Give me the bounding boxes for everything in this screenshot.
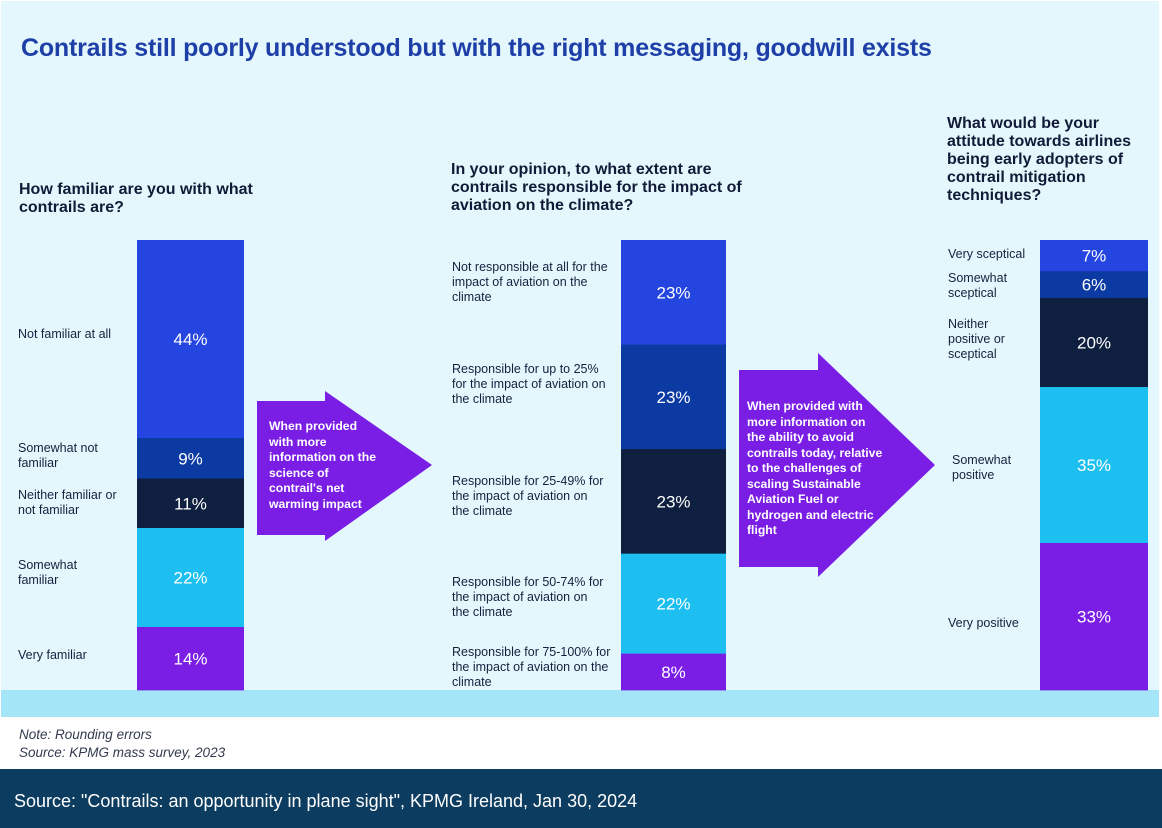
- chart3-data-label-2: 6%: [1082, 276, 1107, 295]
- chart3-segment-5: [1040, 542, 1148, 691]
- chart3-data-label-3: 20%: [1077, 333, 1111, 352]
- notes-area: [1, 717, 1159, 770]
- chart1-segment-1: [137, 240, 244, 439]
- chart1-data-label-3: 11%: [174, 494, 207, 513]
- chart1-label-not-familiar: Not familiar at all: [18, 327, 112, 341]
- chart1-label-very-familiar: Very familiar: [18, 648, 87, 662]
- chart1-segment-4: [137, 528, 244, 628]
- chart3-label-somewhat-positive: Somewhat positive: [952, 453, 1012, 482]
- chart3-label-very-positive: Very positive: [948, 616, 1019, 630]
- chart1-label-neither: Neither familiar or not familiar: [18, 488, 117, 517]
- chart3-segment-4: [1040, 387, 1148, 544]
- rounding-note: Note: Rounding errors: [19, 727, 152, 742]
- chart1-data-label-1: 44%: [173, 330, 207, 349]
- chart3-label-very-sceptical: Very sceptical: [948, 247, 1026, 261]
- chart3-segment-1: [1040, 240, 1148, 272]
- arrow-1-text: When provided with more information on t…: [269, 419, 376, 511]
- footer-source: Source: "Contrails: an opportunity in pl…: [14, 791, 638, 811]
- chart2-label-25-49: Responsible for 25-49% for the impact of…: [452, 474, 604, 518]
- page-title: Contrails still poorly understood but wi…: [21, 34, 932, 62]
- chart2-data-label-2: 23%: [656, 388, 690, 407]
- chart2-segment-3: [621, 449, 726, 555]
- chart3-data-label-1: 7%: [1082, 247, 1107, 266]
- chart1-segment-2: [137, 438, 244, 479]
- chart1-label-somewhat-not-familiar: Somewhat not familiar: [18, 441, 98, 470]
- chart1-question: How familiar are you with what contrails…: [19, 181, 253, 216]
- chart1-segment-5: [137, 627, 244, 691]
- chart2-question: In your opinion, to what extent are cont…: [451, 161, 742, 214]
- chart2-segment-1: [621, 240, 726, 345]
- survey-source-note: Source: KPMG mass survey, 2023: [19, 745, 226, 760]
- chart2-segment-2: [621, 344, 726, 450]
- chart2-segment-4: [621, 553, 726, 655]
- baseline-strip: [1, 690, 1159, 717]
- chart1-segment-3: [137, 478, 244, 529]
- chart3-data-label-4: 35%: [1077, 456, 1111, 475]
- chart1-data-label-4: 22%: [173, 569, 207, 588]
- chart2-segment-5: [621, 653, 726, 691]
- footer-bar: Source: "Contrails: an opportunity in pl…: [0, 769, 1162, 828]
- chart1-data-label-5: 14%: [173, 650, 207, 669]
- chart2-data-label-5: 8%: [661, 663, 686, 682]
- chart2-label-up-to-25: Responsible for up to 25% for the impact…: [452, 362, 606, 406]
- chart1-label-somewhat-familiar: Somewhat familiar: [18, 558, 78, 587]
- chart3-segment-2: [1040, 271, 1148, 299]
- chart1-data-label-2: 9%: [178, 449, 203, 468]
- chart2-label-50-74: Responsible for 50-74% for the impact of…: [452, 575, 604, 619]
- chart3-question: What would be your attitude towards airl…: [947, 115, 1132, 204]
- chart3-data-label-5: 33%: [1077, 607, 1111, 626]
- chart2-data-label-4: 22%: [656, 595, 690, 614]
- chart3-label-somewhat-sceptical: Somewhat sceptical: [948, 271, 1008, 300]
- chart2-data-label-1: 23%: [656, 283, 690, 302]
- chart3-segment-3: [1040, 297, 1148, 388]
- chart2-label-75-100: Responsible for 75-100% for the impact o…: [452, 645, 611, 689]
- arrow-2-text: When provided with more information on t…: [747, 399, 883, 537]
- chart3-label-neither: Neither positive or sceptical: [948, 317, 1005, 361]
- chart2-data-label-3: 23%: [656, 492, 690, 511]
- chart2-label-not-responsible: Not responsible at all for the impact of…: [452, 260, 608, 304]
